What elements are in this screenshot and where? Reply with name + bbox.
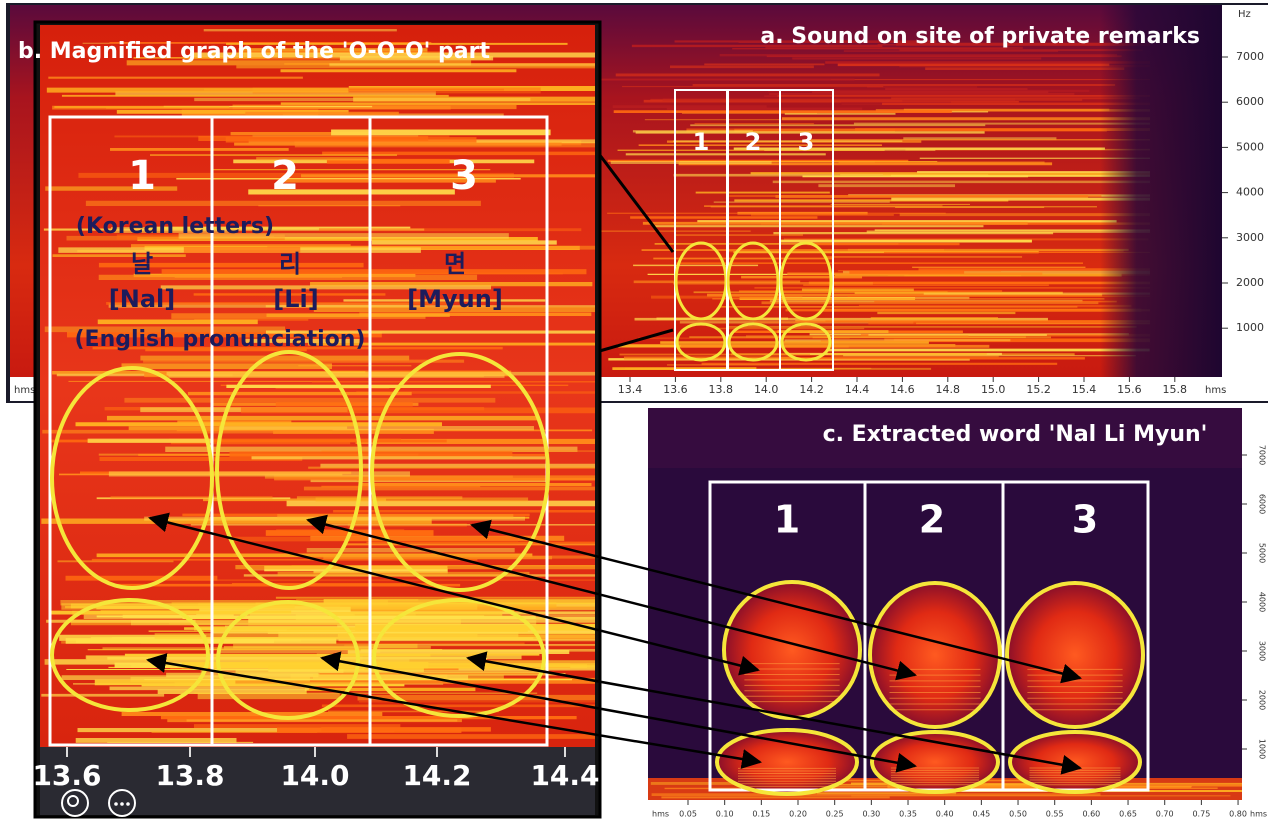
y-tick-label: 4000 xyxy=(1236,186,1264,199)
x-tick-label: 0.10 xyxy=(716,810,734,819)
zoom-icon xyxy=(61,789,89,817)
x-tick-label: 14.4 xyxy=(845,383,870,396)
y-tick-label: 1000 xyxy=(1258,739,1267,759)
formant-ellipse xyxy=(779,241,833,321)
x-tick-label: 0.30 xyxy=(862,810,880,819)
x-tick-label: 14.4 xyxy=(530,759,599,792)
y-unit: Hz xyxy=(1238,9,1251,20)
x-tick-label: 0.55 xyxy=(1046,810,1064,819)
x-tick-label: 13.4 xyxy=(618,383,643,396)
y-tick-label: 4000 xyxy=(1258,592,1267,612)
pronunciation: [Myun] xyxy=(407,285,503,313)
x-tick-label: 0.20 xyxy=(789,810,807,819)
y-tick-label: 6000 xyxy=(1258,494,1267,514)
x-tick-label: 13.8 xyxy=(709,383,734,396)
x-unit: hms xyxy=(1250,810,1267,819)
segment-label: 2 xyxy=(745,128,762,156)
y-tick-label: 5000 xyxy=(1236,140,1264,153)
x-tick-label: 0.60 xyxy=(1082,810,1100,819)
segment-label: 1 xyxy=(128,153,156,199)
y-tick-label: 6000 xyxy=(1236,95,1264,108)
x-tick-label: 14.6 xyxy=(890,383,915,396)
panel-c-title: c. Extracted word 'Nal Li Myun' xyxy=(823,422,1208,447)
korean-note: (Korean letters) xyxy=(76,214,274,239)
x-tick-label: 15.4 xyxy=(1072,383,1097,396)
x-tick-label: 15.6 xyxy=(1117,383,1142,396)
x-tick-label: 15.8 xyxy=(1163,383,1188,396)
x-tick-label: 14.0 xyxy=(754,383,779,396)
x-tick-label: 14.2 xyxy=(402,759,471,792)
formant-ellipse xyxy=(50,366,214,590)
segment-box xyxy=(779,89,834,371)
x-tick-label: 0.75 xyxy=(1192,810,1210,819)
zoom-icon-lens xyxy=(67,795,79,807)
y-tick-label: 1000 xyxy=(1236,321,1264,334)
more-icon-dot xyxy=(126,802,130,806)
segment-label: 2 xyxy=(919,498,945,542)
panel-a-title: a. Sound on site of private remarks xyxy=(760,24,1200,49)
more-icon xyxy=(108,789,136,817)
panel-b-title: b. Magnified graph of the 'O-O-O' part xyxy=(18,39,490,64)
x-tick-label: 14.2 xyxy=(799,383,824,396)
y-tick-label: 2000 xyxy=(1236,276,1264,289)
x-tick-label: 0.50 xyxy=(1009,810,1027,819)
y-tick-label: 2000 xyxy=(1258,690,1267,710)
formant-ellipse xyxy=(675,322,727,362)
x-tick-label: 13.8 xyxy=(155,759,224,792)
korean-letter: 리 xyxy=(279,250,301,278)
segment-label: 1 xyxy=(693,128,710,156)
x-unit: hms xyxy=(1205,385,1226,396)
pronunciation: [Li] xyxy=(273,285,318,313)
pronunciation-note: (English pronunciation) xyxy=(74,327,365,352)
x-tick-label: 14.8 xyxy=(936,383,961,396)
x-tick-label: 0.65 xyxy=(1119,810,1137,819)
korean-letter: 날 xyxy=(131,250,153,278)
segment-label: 3 xyxy=(450,153,478,199)
x-tick-label: 13.6 xyxy=(32,759,101,792)
x-tick-label: 15.2 xyxy=(1026,383,1051,396)
x-tick-label: 0.25 xyxy=(826,810,844,819)
x-tick-label: 13.6 xyxy=(663,383,688,396)
panel-a-silence xyxy=(1100,5,1222,377)
x-tick-label: 0.45 xyxy=(972,810,990,819)
x-tick-label: 0.05 xyxy=(679,810,697,819)
more-icon-dot xyxy=(120,802,124,806)
x-tick-label: 14.0 xyxy=(280,759,349,792)
y-tick-label: 5000 xyxy=(1258,543,1267,563)
segment-label: 3 xyxy=(798,128,815,156)
y-tick-label: 7000 xyxy=(1236,50,1264,63)
y-tick-label: 3000 xyxy=(1236,231,1264,244)
zoom-line xyxy=(594,149,675,253)
x-tick-label: 0.35 xyxy=(899,810,917,819)
korean-letter: 면 xyxy=(444,250,466,278)
x-tick-label: 0.80 xyxy=(1229,810,1247,819)
panel-a-axis-strip xyxy=(1222,5,1268,377)
formant-ellipse xyxy=(726,241,780,321)
more-icon-dot xyxy=(114,802,118,806)
x-tick-label: 0.15 xyxy=(752,810,770,819)
panel-c-noise xyxy=(648,408,1242,468)
x-tick-label: 0.70 xyxy=(1156,810,1174,819)
pronunciation: [Nal] xyxy=(109,285,175,313)
x-tick-label: 0.40 xyxy=(936,810,954,819)
correspondence-arrow xyxy=(466,651,1082,775)
x-unit: hms xyxy=(652,810,669,819)
formant-ellipse xyxy=(727,322,779,362)
zoom-line xyxy=(595,328,674,354)
segment-label: 3 xyxy=(1072,498,1098,542)
y-tick-label: 7000 xyxy=(1258,445,1267,465)
segment-label: 1 xyxy=(774,498,800,542)
formant-ellipse xyxy=(780,322,832,362)
x-tick-label: 15.0 xyxy=(981,383,1006,396)
segment-label: 2 xyxy=(271,153,299,199)
y-tick-label: 3000 xyxy=(1258,641,1267,661)
x-unit: hms xyxy=(14,385,35,396)
